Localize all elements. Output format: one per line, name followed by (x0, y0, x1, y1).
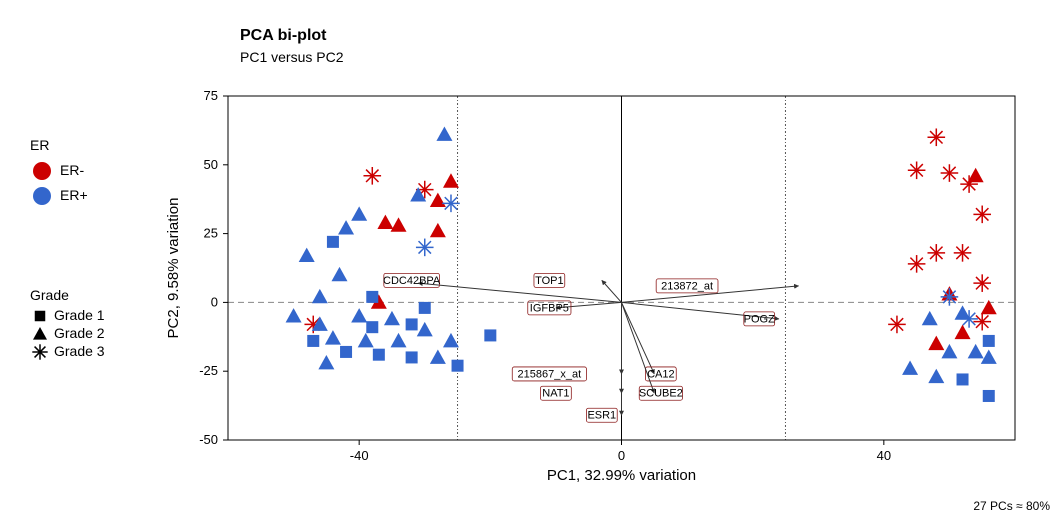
y-axis-label: PC2, 9.58% variation (165, 198, 182, 339)
svg-text:TOP1: TOP1 (535, 275, 564, 287)
y-tick-label: 25 (204, 226, 218, 241)
svg-text:213872_at: 213872_at (661, 280, 713, 292)
legend-shape-title: Grade (30, 287, 69, 303)
x-tick-label: 0 (618, 448, 625, 463)
legend-color-swatch (33, 162, 51, 180)
svg-text:ESR1: ESR1 (587, 410, 616, 422)
y-tick-label: -50 (199, 432, 218, 447)
y-tick-label: -25 (199, 363, 218, 378)
chart-title: PCA bi-plot (240, 27, 327, 44)
legend-shape-label: Grade 1 (54, 307, 105, 323)
pca-biplot-svg: PCA bi-plot PC1 versus PC2 CDC42BPA TOP1 IGF… (0, 0, 1056, 528)
svg-text:SCUBE2: SCUBE2 (639, 388, 683, 400)
y-tick-label: 50 (204, 157, 218, 172)
svg-text:215867_x_at: 215867_x_at (518, 368, 582, 380)
x-axis-label: PC1, 32.99% variation (547, 467, 696, 484)
legend-shape-label: Grade 3 (54, 343, 105, 359)
legend-color-swatch (33, 187, 51, 205)
legend-color-title: ER (30, 137, 49, 153)
svg-text:POGZ: POGZ (744, 313, 775, 325)
x-tick-label: 40 (877, 448, 891, 463)
svg-text:NAT1: NAT1 (542, 388, 569, 400)
y-tick-label: 75 (204, 88, 218, 103)
svg-text:IGFBP5: IGFBP5 (530, 302, 569, 314)
svg-text:CA12: CA12 (647, 368, 675, 380)
legend-shape-label: Grade 2 (54, 325, 105, 341)
legend-color-label: ER+ (60, 187, 88, 203)
svg-text:CDC42BPA: CDC42BPA (383, 275, 441, 287)
y-tick-label: 0 (211, 294, 218, 309)
legend-color-label: ER- (60, 162, 84, 178)
chart-caption: 27 PCs ≈ 80% (973, 499, 1050, 513)
chart-subtitle: PC1 versus PC2 (240, 49, 344, 65)
x-tick-label: -40 (350, 448, 369, 463)
